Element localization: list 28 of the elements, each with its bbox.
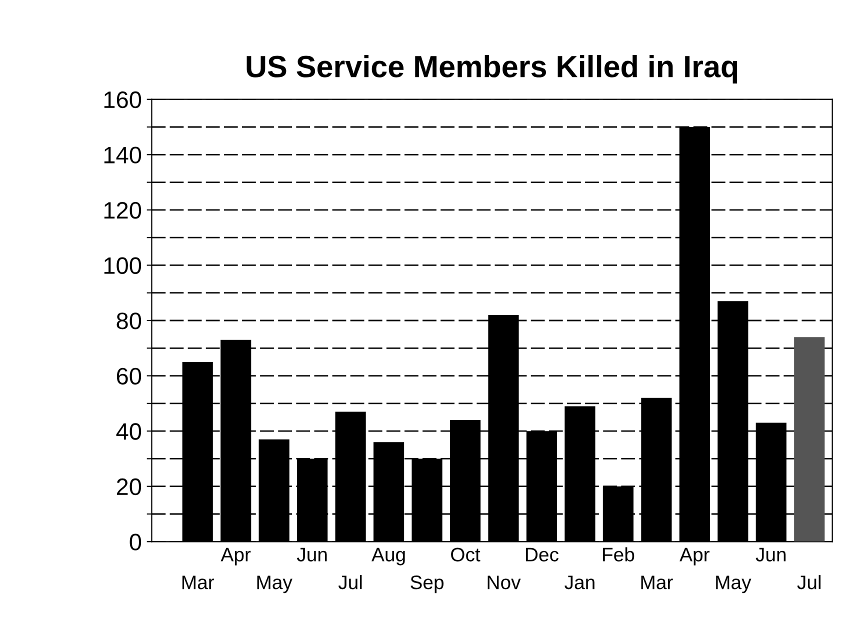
x-tick-label: Aug	[372, 548, 405, 566]
x-tick-label: Nov	[488, 576, 521, 590]
x-tick-label: May	[716, 576, 752, 594]
x-tick-label: Jul	[338, 574, 362, 590]
x-tick-label: Mar	[641, 576, 673, 590]
x-tick-label: Oct	[451, 548, 480, 562]
y-tick-label: 140	[104, 146, 142, 164]
x-tick-label: Jun	[296, 548, 327, 562]
bar	[794, 337, 825, 542]
y-tick-label: 100	[104, 257, 142, 274]
x-tick-label: Jun	[756, 548, 786, 562]
x-tick-label: Apr	[220, 548, 251, 566]
x-tick-label: Mar	[182, 576, 214, 590]
y-tick-label: 160	[104, 91, 142, 108]
y-tick-label: 60	[116, 368, 142, 385]
y-tick-label: 0	[130, 534, 142, 550]
chart-title: US Service Members Killed in Iraq	[246, 54, 738, 84]
x-tick-label: Jan	[564, 576, 594, 590]
x-tick-label: Dec	[526, 548, 559, 562]
x-tick-label: Jul	[797, 574, 821, 590]
x-tick-label: Feb	[603, 547, 634, 562]
y-tick-label: 80	[116, 312, 142, 330]
x-tick-label: Sep	[410, 575, 444, 594]
x-tick-label: Apr	[680, 548, 710, 566]
y-tick-label: 20	[116, 478, 142, 496]
y-tick-label: 120	[104, 202, 142, 219]
y-tick-label: 40	[116, 423, 142, 440]
x-tick-label: May	[257, 576, 292, 594]
